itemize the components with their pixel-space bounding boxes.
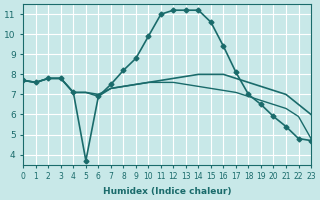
X-axis label: Humidex (Indice chaleur): Humidex (Indice chaleur)	[103, 187, 231, 196]
